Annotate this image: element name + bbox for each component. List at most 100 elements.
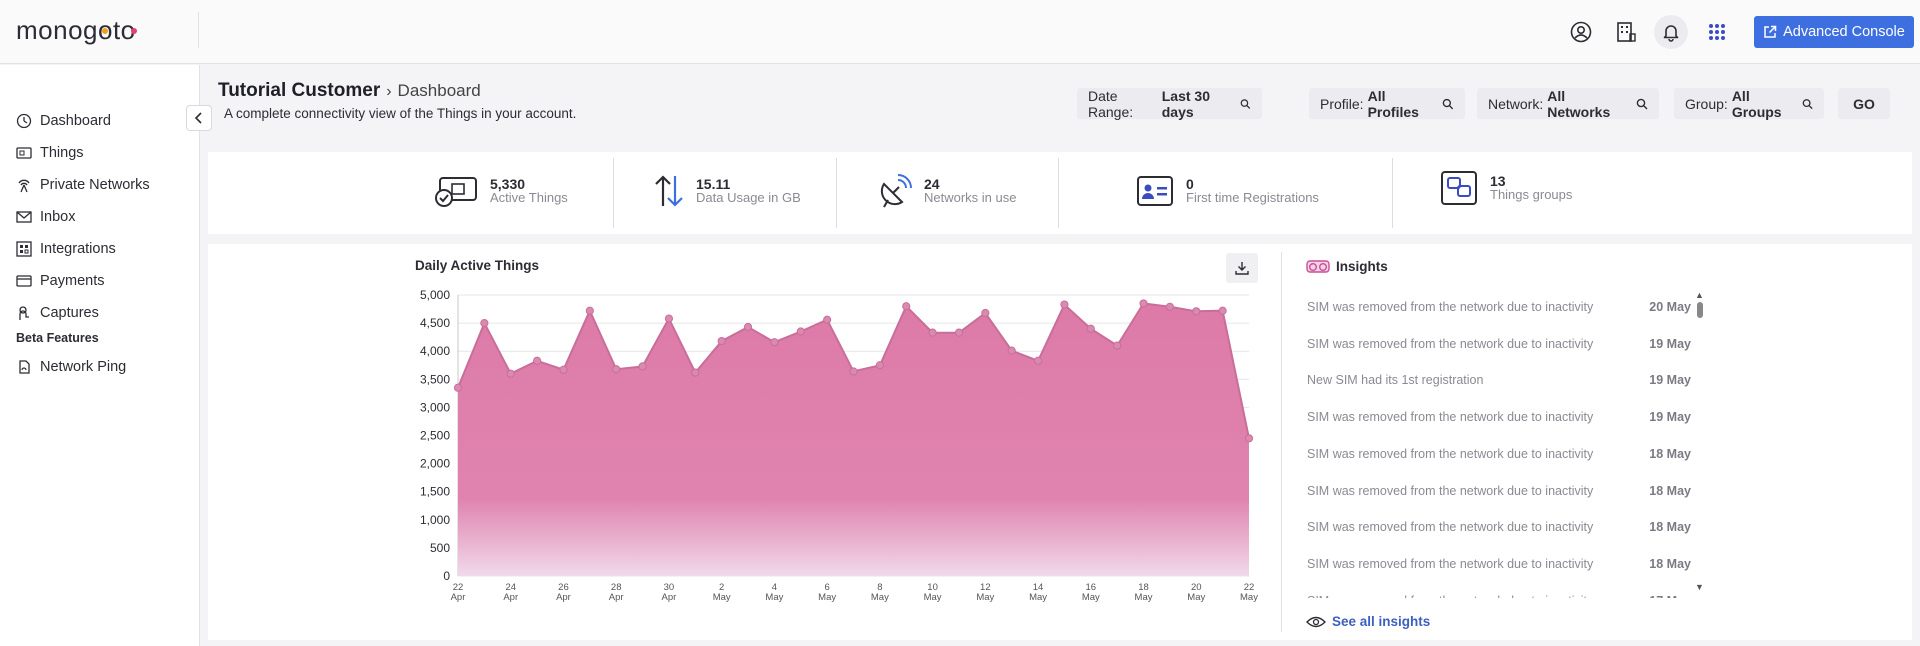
data-point[interactable] xyxy=(1244,434,1254,443)
data-point[interactable] xyxy=(585,306,594,315)
insight-text: SIM was removed from the network due to … xyxy=(1307,556,1594,571)
data-point[interactable] xyxy=(1033,356,1043,365)
data-point[interactable] xyxy=(533,356,542,365)
data-point[interactable] xyxy=(480,319,489,328)
data-point[interactable] xyxy=(954,328,964,337)
sidebar-item-captures[interactable]: Captures xyxy=(16,302,99,324)
data-point[interactable] xyxy=(1218,306,1227,315)
insights-scrollbar[interactable] xyxy=(1697,302,1703,318)
data-point[interactable] xyxy=(612,365,621,374)
insight-text: SIM was removed from the network due to … xyxy=(1307,300,1594,314)
data-point[interactable] xyxy=(823,315,832,324)
insights-header: Insights xyxy=(1306,258,1388,274)
data-point[interactable] xyxy=(664,314,674,323)
monogoto-logo[interactable]: monogoto xyxy=(16,14,146,50)
bell-icon[interactable] xyxy=(1654,15,1688,49)
data-point[interactable] xyxy=(1139,299,1148,308)
insight-item[interactable]: SIM was removed from the network due to … xyxy=(1307,594,1691,598)
data-point[interactable] xyxy=(902,302,911,311)
x-tick-label: 24 Apr xyxy=(503,582,518,603)
collapse-sidebar-button[interactable] xyxy=(186,105,212,131)
x-tick-label: 26 Apr xyxy=(556,582,571,603)
data-point[interactable] xyxy=(981,308,990,318)
insight-item[interactable]: SIM was removed from the network due to … xyxy=(1307,484,1691,498)
stat-label: Data Usage in GB xyxy=(696,190,801,205)
insight-text: SIM was removed from the network due to … xyxy=(1307,483,1594,498)
data-point[interactable] xyxy=(638,362,647,371)
page-subtitle: A complete connectivity view of the Thin… xyxy=(224,106,577,121)
data-point[interactable] xyxy=(691,368,700,377)
sidebar-item-dashboard[interactable]: Dashboard xyxy=(16,110,111,132)
see-all-insights-link[interactable]: See all insights xyxy=(1306,614,1430,629)
insight-item[interactable]: SIM was removed from the network due to … xyxy=(1307,520,1691,534)
chevron-left-icon xyxy=(194,112,202,124)
satellite-dish-icon xyxy=(880,174,912,208)
sidebar-item-inbox[interactable]: Inbox xyxy=(16,206,75,228)
breadcrumb[interactable]: Dashboard xyxy=(397,81,481,100)
data-point[interactable] xyxy=(506,369,515,378)
data-point[interactable] xyxy=(796,327,805,336)
download-button[interactable] xyxy=(1226,253,1258,283)
insight-text: SIM was removed from the network due to … xyxy=(1307,520,1594,535)
x-tick-label: 16 May xyxy=(1082,582,1100,603)
data-point[interactable] xyxy=(849,367,858,376)
data-point[interactable] xyxy=(770,338,779,347)
y-tick-label: 4,000 xyxy=(420,344,450,358)
apps-grid-icon[interactable] xyxy=(1703,18,1731,46)
sidebar-item-network-ping[interactable]: Network Ping xyxy=(16,356,126,378)
data-point[interactable] xyxy=(743,322,753,332)
go-button[interactable]: GO xyxy=(1838,88,1890,119)
data-point[interactable] xyxy=(717,336,726,346)
date-range-filter[interactable]: Date Range: Last 30 days xyxy=(1077,88,1262,120)
data-point[interactable] xyxy=(928,328,937,337)
advanced-console-button[interactable]: Advanced Console xyxy=(1754,16,1914,48)
building-icon[interactable] xyxy=(1612,18,1640,46)
insight-item[interactable]: SIM was removed from the network due to … xyxy=(1307,410,1691,424)
stat-divider xyxy=(1392,158,1393,228)
filter-label: Group: xyxy=(1685,95,1728,112)
data-point[interactable] xyxy=(1007,346,1016,355)
data-point[interactable] xyxy=(875,361,884,370)
sidebar-item-things[interactable]: Things xyxy=(16,142,84,164)
sidebar-item-label: Private Networks xyxy=(40,177,150,193)
y-tick-label: 3,000 xyxy=(420,400,450,414)
user-circle-icon[interactable] xyxy=(1567,18,1595,46)
stat-value: 5,330 xyxy=(490,176,526,192)
insight-date: 18 May xyxy=(1649,520,1691,535)
card-icon xyxy=(16,275,32,287)
up-down-arrows-icon xyxy=(655,175,683,207)
insight-item[interactable]: SIM was removed from the network due to … xyxy=(1307,557,1691,571)
sidebar-item-label: Network Ping xyxy=(40,359,127,375)
data-point[interactable] xyxy=(559,365,568,374)
data-point[interactable] xyxy=(1113,341,1122,350)
insight-item[interactable]: SIM was removed from the network due to … xyxy=(1307,300,1691,314)
scroll-down-arrow-icon[interactable]: ▼ xyxy=(1695,582,1704,592)
insight-item[interactable]: SIM was removed from the network due to … xyxy=(1307,337,1691,351)
data-point[interactable] xyxy=(1060,300,1069,309)
data-point[interactable] xyxy=(1086,324,1095,333)
data-point[interactable] xyxy=(453,383,463,392)
sidebar-item-label: Inbox xyxy=(40,209,76,225)
sidebar-item-private-networks[interactable]: Private Networks xyxy=(16,174,150,196)
x-tick-label: 28 Apr xyxy=(609,582,624,603)
data-point[interactable] xyxy=(1165,302,1175,311)
profile-filter[interactable]: Profile: All Profiles xyxy=(1309,88,1465,120)
page-header: Tutorial Customer › Dashboard xyxy=(218,80,481,102)
sidebar: Dashboard Things Private Networks Inbox … xyxy=(0,65,200,646)
sidebar-item-payments[interactable]: Payments xyxy=(16,270,104,292)
scroll-up-arrow-icon[interactable]: ▲ xyxy=(1695,290,1704,300)
sidebar-item-integrations[interactable]: Integrations xyxy=(16,238,116,260)
search-icon xyxy=(1636,98,1648,109)
filter-label: Network: xyxy=(1488,95,1544,112)
insight-item[interactable]: SIM was removed from the network due to … xyxy=(1307,447,1691,461)
insight-text: SIM was removed from the network due to … xyxy=(1307,446,1594,461)
x-tick-label: 2 May xyxy=(713,582,731,603)
insights-list: SIM was removed from the network due to … xyxy=(1306,290,1692,598)
group-filter[interactable]: Group: All Groups xyxy=(1674,88,1824,120)
insight-date: 18 May xyxy=(1649,446,1691,461)
network-filter[interactable]: Network: All Networks xyxy=(1477,88,1659,120)
insight-item[interactable]: New SIM had its 1st registration 19 May xyxy=(1307,373,1691,387)
insight-date: 18 May xyxy=(1649,483,1691,498)
data-point[interactable] xyxy=(1192,307,1201,316)
download-icon xyxy=(1235,262,1249,275)
